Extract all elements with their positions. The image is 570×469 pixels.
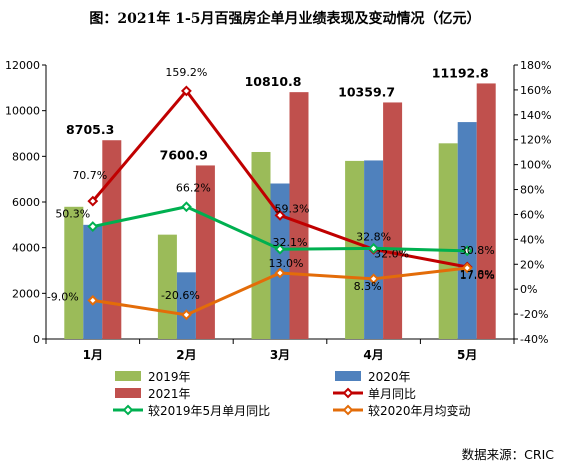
bar-2019年 (438, 143, 458, 339)
right-axis-tick-label: 0% (520, 283, 537, 296)
bar-value-label: 10359.7 (338, 84, 395, 99)
bar-value-label: 7600.9 (160, 147, 208, 162)
line-point-marker (180, 85, 192, 97)
line-value-label: 30.8% (460, 244, 495, 257)
bar-2021年 (289, 92, 309, 339)
x-axis-tick-label: 3月 (270, 348, 290, 362)
bar-2021年 (195, 165, 215, 339)
line-value-label: 32.0% (374, 247, 409, 260)
right-axis-tick-label: 80% (520, 184, 544, 197)
line-point-marker (274, 209, 286, 221)
right-axis-tick-label: 60% (520, 208, 544, 221)
left-axis-tick-label: 10000 (5, 105, 40, 118)
x-axis-tick-label: 1月 (83, 348, 103, 362)
left-axis-tick-label: 8000 (12, 150, 40, 163)
bar-2021年 (476, 83, 496, 340)
bar-2020年 (457, 122, 477, 339)
line-value-label: 159.2% (165, 66, 207, 79)
line-point-marker (368, 273, 380, 285)
legend-label: 单月同比 (368, 387, 416, 401)
right-axis-tick-label: 120% (520, 134, 551, 147)
line-value-label: 13.0% (269, 257, 304, 270)
line-point-marker (461, 262, 473, 274)
legend-marker (342, 387, 354, 399)
line-value-label: 70.7% (72, 169, 107, 182)
line-point-marker (180, 309, 192, 321)
legend-label: 2020年 (368, 370, 411, 384)
right-axis-tick-label: -20% (520, 308, 548, 321)
legend-marker (342, 404, 354, 416)
chart-title: 图：2021年 1-5月百强房企单月业绩表现及变动情况（亿元） (89, 11, 481, 27)
source-note: 数据来源：CRIC (461, 447, 554, 462)
right-axis-tick-label: 180% (520, 59, 551, 72)
line-point-marker (180, 201, 192, 213)
bar-2020年 (176, 272, 196, 339)
legend-swatch-2021年 (115, 388, 141, 398)
line-point-marker (87, 195, 99, 207)
line-point-marker (368, 242, 380, 254)
x-axis-tick-label: 4月 (363, 348, 383, 362)
right-axis-tick-label: -40% (520, 333, 548, 346)
line-value-label: 17.0% (460, 269, 495, 282)
legend-marker (122, 404, 134, 416)
legend-label: 2021年 (148, 387, 191, 401)
right-axis-tick-label: 100% (520, 159, 551, 172)
line-value-label: -9.0% (47, 290, 79, 303)
bar-value-label: 10810.8 (245, 74, 302, 89)
legend-label: 2019年 (148, 370, 191, 384)
line-point-marker (87, 221, 99, 232)
bar-2019年 (64, 206, 84, 339)
left-axis-tick-label: 6000 (12, 196, 40, 209)
left-axis-tick-label: 4000 (12, 242, 40, 255)
legend-swatch-2019年 (115, 371, 141, 381)
line-point-marker (87, 294, 99, 306)
line-value-label: 50.3% (55, 208, 90, 221)
legend-label: 较2019年5月单月同比 (148, 403, 270, 418)
bar-2020年 (83, 224, 103, 339)
right-axis-tick-label: 40% (520, 233, 544, 246)
bar-2020年 (270, 183, 290, 339)
x-axis-tick-label: 5月 (457, 348, 477, 362)
line-point-marker (274, 243, 286, 255)
line-point-marker (461, 245, 473, 257)
bar-2021年 (383, 102, 403, 339)
line-value-label: 32.8% (356, 230, 391, 243)
line-value-label: -20.6% (161, 289, 200, 302)
right-axis-tick-label: 20% (520, 258, 544, 271)
left-axis-tick-label: 12000 (5, 59, 40, 72)
bar-2019年 (157, 234, 177, 339)
left-axis-tick-label: 2000 (12, 287, 40, 300)
bar-value-label: 8705.3 (66, 122, 114, 137)
line-value-label: 66.2% (176, 182, 211, 195)
legend-label: 较2020年月均变动 (368, 403, 471, 418)
line-value-label: 32.1% (273, 236, 308, 249)
line-point-marker (274, 267, 286, 279)
bar-value-label: 11192.8 (432, 65, 489, 80)
legend-swatch-2020年 (335, 371, 361, 381)
line-value-label: 8.3% (354, 280, 382, 293)
bar-2021年 (102, 140, 122, 339)
left-axis-tick-label: 0 (33, 333, 40, 346)
right-axis-tick-label: 140% (520, 109, 551, 122)
right-axis-tick-label: 160% (520, 84, 551, 97)
line-value-label: 59.3% (275, 202, 310, 215)
x-axis-tick-label: 2月 (176, 348, 196, 362)
